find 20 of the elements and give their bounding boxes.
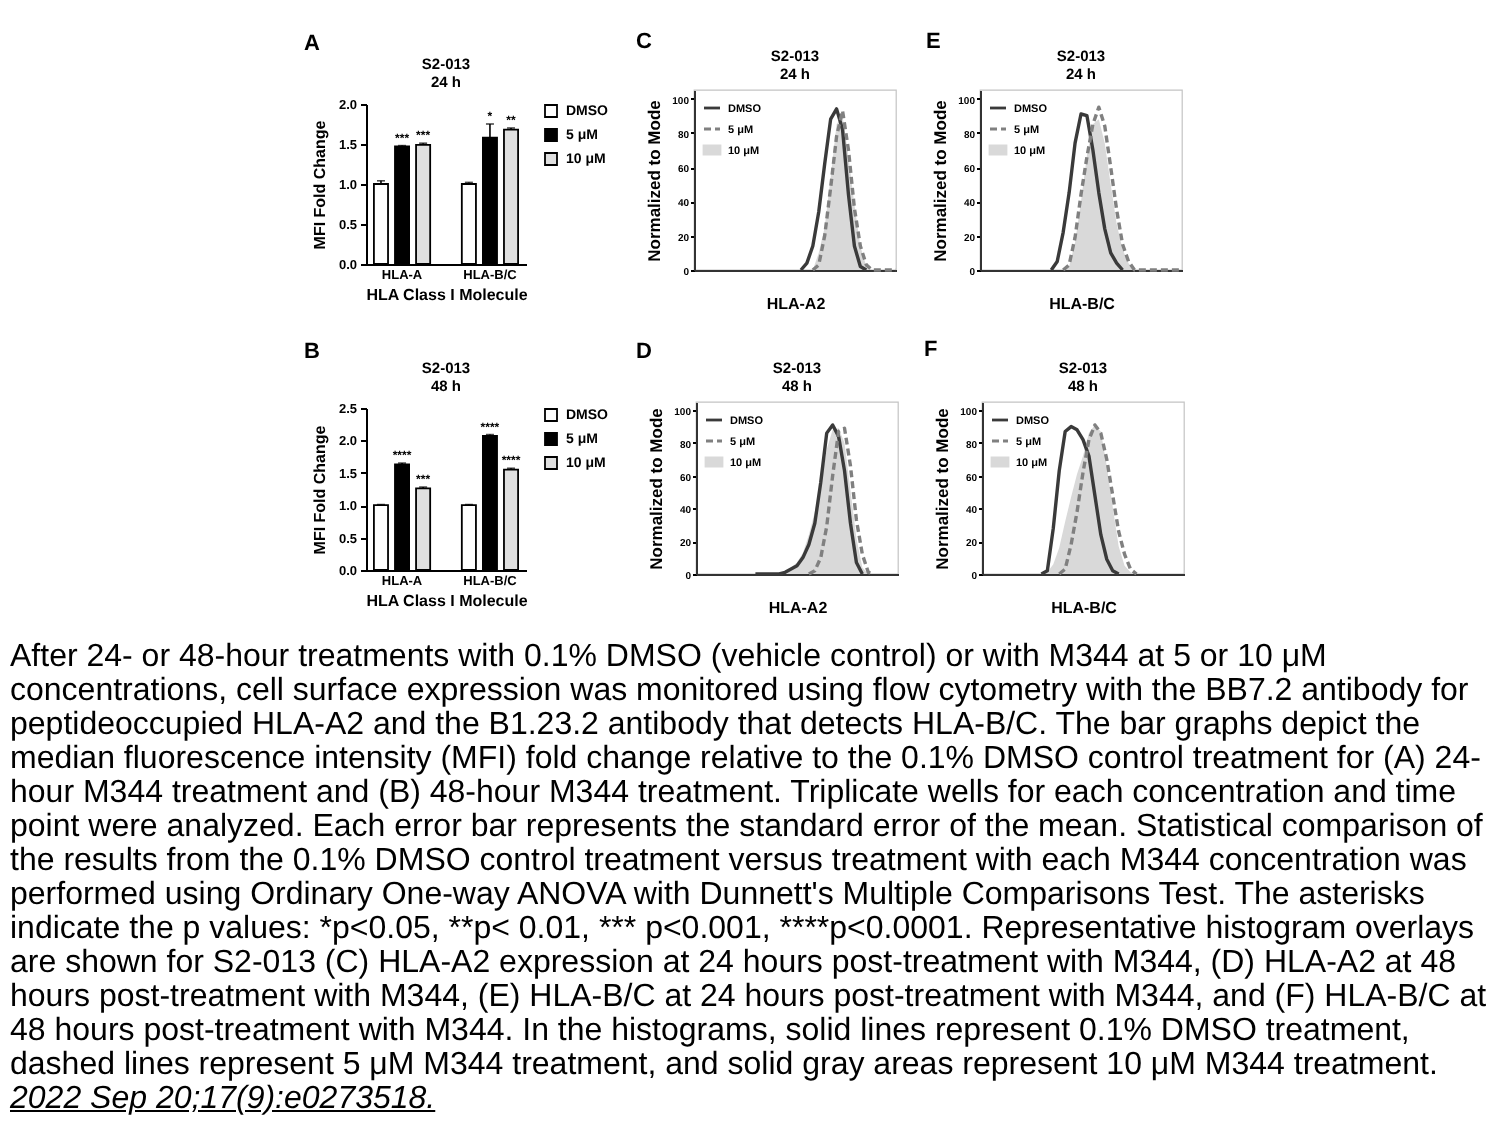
x-axis-title: HLA-B/C: [1049, 295, 1116, 313]
y-axis-title: MFI Fold Change: [310, 424, 329, 555]
x-axis-title: HLA-A2: [766, 295, 827, 313]
text: E: [926, 30, 941, 54]
x-axis-title: HLA Class I Molecule: [366, 592, 529, 610]
text: After 24- or 48-hour treatments with 0.1% DMSO (vehicle control) or with M344 at 5 or 10 μM concentrations, cell surface expression was monitored using flow cytometry with the BB7.2 antibody for peptideoccupied HLA-A2 and the B1.23.2 antibody that detects HLA-B/C. The bar graphs depict the median fluorescence intensity (MFI) fold change relative to the 0.1% DMSO control treatment for (A) 24-hour M344 treatment and (B) 48-hour M344 treatment. Triplicate wells for each concentration and time point were analyzed. Each error bar represents the standard error of the mean. Statistical comparison of the results from the 0.1% DMSO control treatment versus treatment with each M344 concentration was performed using Ordinary One-way ANOVA with Dunnett's Multiple Comparisons Test. The asterisks indicate the p values: *p<0.05, **p< 0.01, *** p<0.001, ****p<0.0001. Representative histogram overlays are shown for S2-013 (C) HLA-A2 expression at 24 hours post-treatment with M344, (D) HLA-A2 at 48 hours post-treatment with M344, (E) HLA-B/C at 24 hours post-treatment with M344, and (F) HLA-B/C at 48 hours post-treatment with M344. In the histograms, solid lines represent 0.1% DMSO treatment, dashed lines represent 5 μM M344 treatment, and solid gray areas represent 10 μM M344 treatment.: [10, 640, 1487, 1082]
y-axis-title: Normalized to Mode: [930, 99, 951, 262]
y-axis-title: Normalized to Mode: [646, 407, 667, 570]
x-axis-title: HLA Class I Molecule: [366, 286, 529, 304]
x-axis-title: HLA-B/C: [1051, 599, 1118, 617]
text: D: [636, 340, 652, 364]
text: F: [924, 338, 938, 362]
text: A: [304, 32, 320, 56]
text: B: [304, 340, 320, 364]
y-axis-title: MFI Fold Change: [310, 119, 329, 250]
y-axis-title: Normalized to Mode: [932, 407, 953, 570]
x-axis-title: HLA-A2: [768, 599, 829, 617]
y-axis-title: Normalized to Mode: [644, 99, 665, 262]
text: 2022 Sep 20;17(9):e0273518.: [10, 1082, 436, 1116]
text: C: [636, 30, 652, 54]
